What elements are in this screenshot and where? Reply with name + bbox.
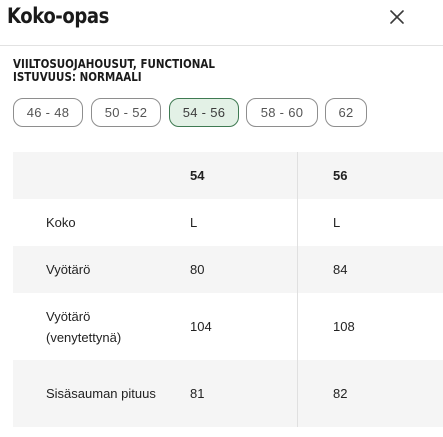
column-divider bbox=[297, 152, 298, 199]
size-tab-46-48[interactable]: 46 - 48 bbox=[13, 98, 83, 127]
size-tab-58-60[interactable]: 58 - 60 bbox=[246, 98, 318, 127]
column-divider bbox=[297, 293, 298, 360]
size-tab-50-52[interactable]: 50 - 52 bbox=[91, 98, 161, 127]
column-divider bbox=[297, 199, 298, 246]
size-table: 54 56 Koko L L Vyötärö 80 84 Vyötärö (ve… bbox=[13, 152, 443, 427]
table-row: Vyötärö (venytettynä) 104 108 bbox=[13, 293, 443, 360]
product-info: VIILTOSUOJAHOUSUT, FUNCTIONAL ISTUVUUS: … bbox=[13, 58, 215, 84]
table-cell: 81 bbox=[190, 386, 205, 401]
page-title: Koko-opas bbox=[7, 4, 109, 28]
table-row: Koko L L bbox=[13, 199, 443, 246]
close-button[interactable] bbox=[386, 6, 408, 28]
table-cell: 84 bbox=[333, 262, 348, 277]
table-cell: L bbox=[333, 215, 341, 230]
table-cell: 82 bbox=[333, 386, 348, 401]
table-header-row: 54 56 bbox=[13, 152, 443, 199]
table-cell: 80 bbox=[190, 262, 205, 277]
column-divider bbox=[297, 360, 298, 427]
column-divider bbox=[297, 246, 298, 293]
table-row: Sisäsauman pituus 81 82 bbox=[13, 360, 443, 427]
row-label: Vyötärö (venytettynä) bbox=[46, 308, 122, 345]
row-label: Vyötärö bbox=[46, 262, 91, 277]
product-name: VIILTOSUOJAHOUSUT, FUNCTIONAL bbox=[13, 57, 215, 71]
column-header: 54 bbox=[190, 168, 205, 183]
product-fit: ISTUVUUS: NORMAALI bbox=[13, 70, 142, 84]
table-cell: 108 bbox=[333, 319, 355, 334]
size-tab-62[interactable]: 62 bbox=[325, 98, 367, 127]
modal-header: Koko-opas bbox=[0, 0, 443, 46]
table-cell: 104 bbox=[190, 319, 212, 334]
table-cell: L bbox=[190, 215, 198, 230]
row-label: Koko bbox=[46, 215, 76, 230]
size-tab-54-56[interactable]: 54 - 56 bbox=[169, 98, 239, 127]
column-header: 56 bbox=[333, 168, 348, 183]
table-row: Vyötärö 80 84 bbox=[13, 246, 443, 293]
close-icon[interactable] bbox=[386, 6, 408, 28]
row-label: Sisäsauman pituus bbox=[46, 386, 156, 401]
